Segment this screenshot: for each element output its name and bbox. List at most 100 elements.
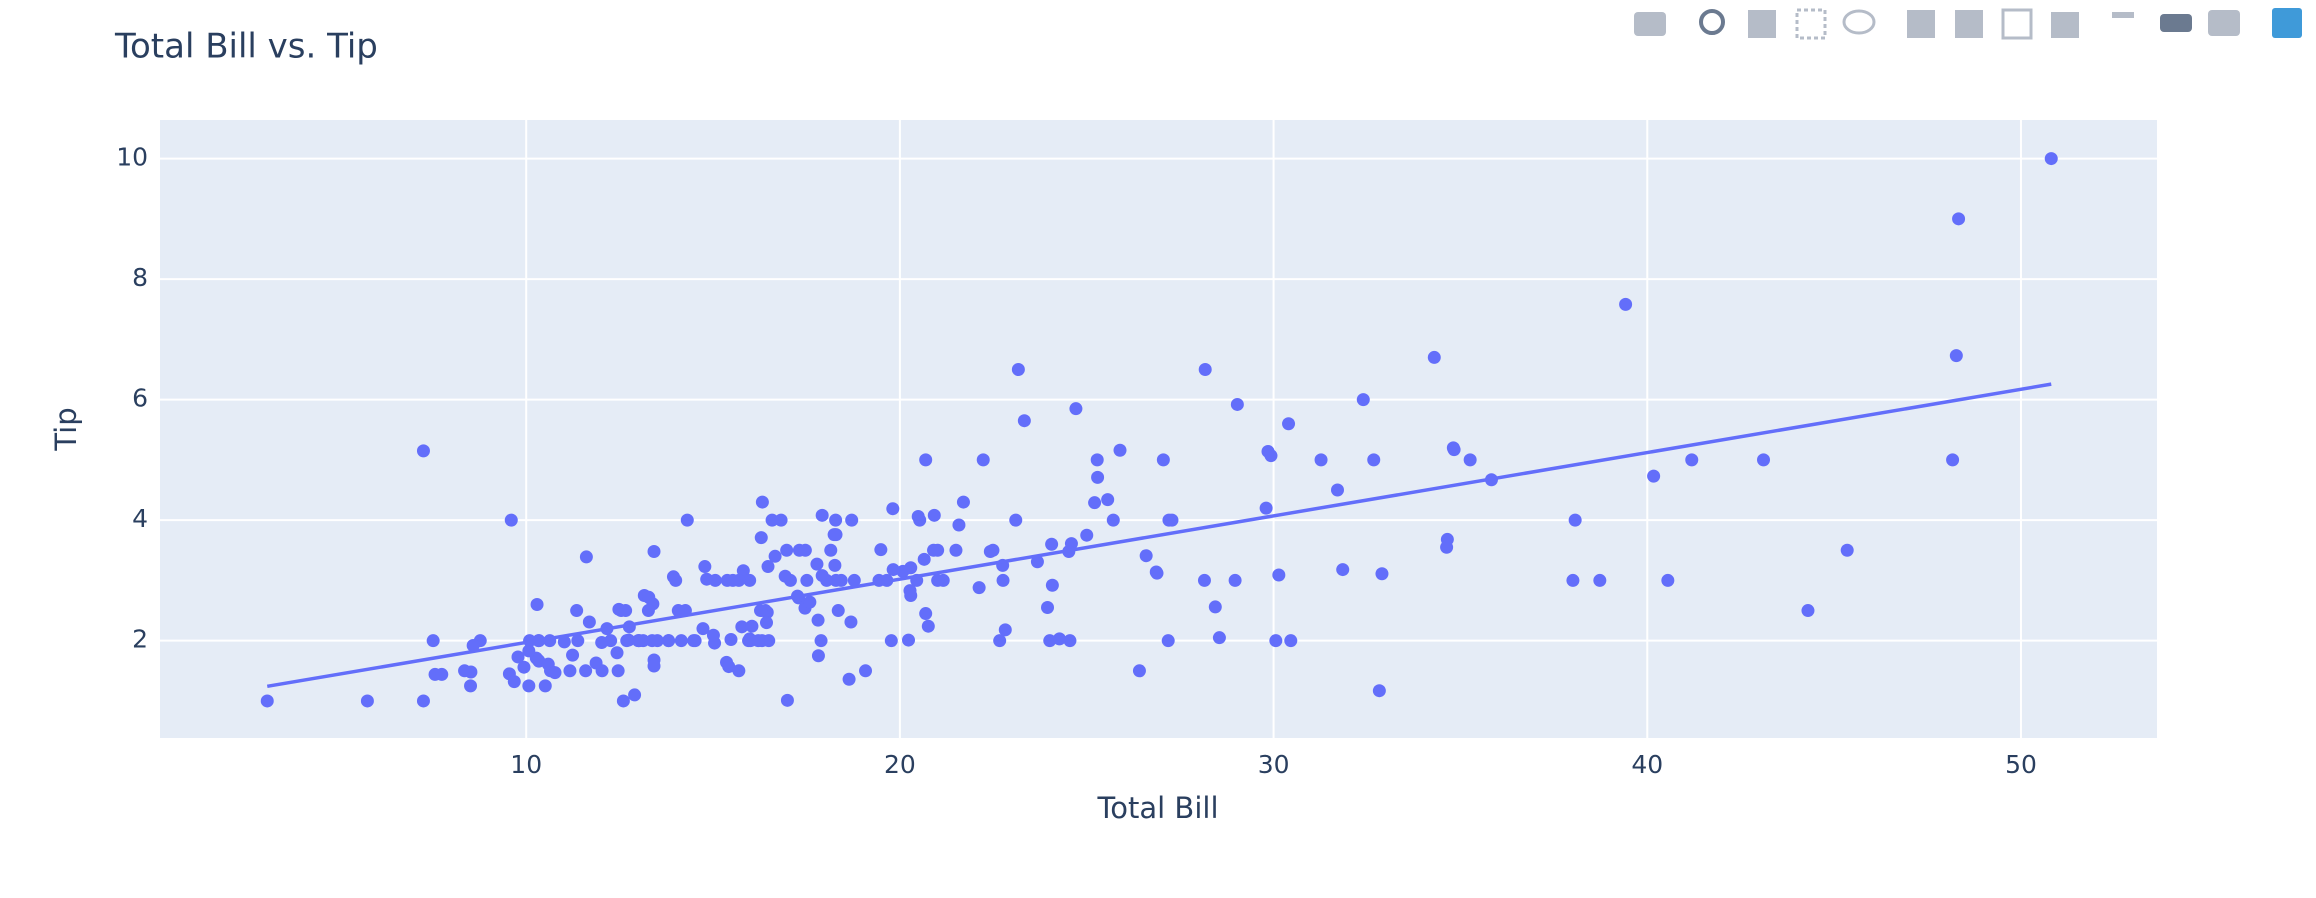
point bbox=[1156, 453, 1170, 467]
point bbox=[1330, 483, 1344, 497]
point bbox=[976, 453, 990, 467]
point bbox=[622, 633, 636, 647]
point bbox=[828, 558, 842, 572]
point bbox=[1198, 362, 1212, 376]
autoscale-button[interactable] bbox=[2001, 8, 2033, 40]
point bbox=[1269, 634, 1283, 648]
point bbox=[548, 666, 562, 680]
point bbox=[1090, 453, 1104, 467]
point bbox=[1063, 634, 1077, 648]
reset-button[interactable] bbox=[2051, 12, 2079, 38]
point bbox=[952, 518, 966, 532]
point bbox=[628, 688, 642, 702]
point bbox=[842, 672, 856, 686]
point bbox=[1661, 573, 1675, 587]
point bbox=[844, 615, 858, 629]
point bbox=[874, 543, 888, 557]
point bbox=[1314, 453, 1328, 467]
point bbox=[671, 604, 685, 618]
point bbox=[650, 634, 664, 648]
point bbox=[1367, 453, 1381, 467]
pan-button[interactable] bbox=[1748, 10, 1776, 38]
point bbox=[1757, 453, 1771, 467]
point bbox=[669, 573, 683, 587]
point bbox=[2044, 152, 2058, 166]
plotly-logo[interactable] bbox=[2272, 8, 2302, 38]
point bbox=[726, 573, 740, 587]
trendline bbox=[266, 382, 2052, 689]
point bbox=[642, 590, 656, 604]
point bbox=[570, 604, 584, 618]
point bbox=[1840, 543, 1854, 557]
point bbox=[1447, 443, 1461, 457]
point bbox=[824, 543, 838, 557]
point bbox=[464, 679, 478, 693]
point bbox=[745, 619, 759, 633]
point bbox=[619, 604, 633, 618]
select-button[interactable] bbox=[1795, 8, 1827, 40]
point bbox=[647, 544, 661, 558]
point bbox=[931, 573, 945, 587]
point bbox=[827, 528, 841, 542]
point bbox=[759, 616, 773, 630]
zoom-out-button[interactable] bbox=[1955, 10, 1983, 38]
point bbox=[458, 664, 472, 678]
zoom-in-button[interactable] bbox=[1907, 10, 1935, 38]
zoom-button[interactable] bbox=[1699, 9, 1725, 35]
y-tick-label: 10 bbox=[116, 143, 148, 172]
point bbox=[927, 543, 941, 557]
point bbox=[530, 598, 544, 612]
point bbox=[754, 604, 768, 618]
point bbox=[1230, 397, 1244, 411]
point bbox=[755, 495, 769, 509]
point bbox=[680, 513, 694, 527]
modebar bbox=[1634, 8, 2302, 40]
point bbox=[919, 607, 933, 621]
point bbox=[949, 543, 963, 557]
y-tick-label: 6 bbox=[132, 384, 148, 413]
point bbox=[751, 634, 765, 648]
point bbox=[522, 679, 536, 693]
point bbox=[1132, 664, 1146, 678]
camera-button[interactable] bbox=[1634, 12, 1666, 36]
point bbox=[1440, 532, 1454, 546]
grid bbox=[160, 120, 2157, 738]
point bbox=[998, 623, 1012, 637]
point bbox=[1088, 496, 1102, 510]
point bbox=[538, 679, 552, 693]
point bbox=[811, 649, 825, 663]
point bbox=[696, 622, 710, 636]
point bbox=[571, 634, 585, 648]
point bbox=[768, 549, 782, 563]
point bbox=[611, 664, 625, 678]
spike-button[interactable] bbox=[2112, 12, 2134, 18]
point bbox=[557, 635, 571, 649]
point bbox=[829, 573, 843, 587]
lasso-button[interactable] bbox=[1842, 9, 1876, 35]
point bbox=[582, 615, 596, 629]
point bbox=[662, 634, 676, 648]
point bbox=[1069, 402, 1083, 416]
point bbox=[774, 513, 788, 527]
point bbox=[610, 646, 624, 660]
hover-compare-button[interactable] bbox=[2208, 10, 2240, 36]
x-tick-label: 20 bbox=[884, 750, 916, 779]
point bbox=[815, 569, 829, 583]
point bbox=[919, 453, 933, 467]
y-tick-label: 8 bbox=[132, 263, 148, 292]
point bbox=[815, 508, 829, 522]
point bbox=[1208, 600, 1222, 614]
point bbox=[1212, 631, 1226, 645]
point bbox=[1228, 573, 1242, 587]
plot-area bbox=[160, 120, 2157, 738]
y-tick-label: 4 bbox=[132, 504, 148, 533]
point bbox=[780, 693, 794, 707]
hover-closest-button[interactable] bbox=[2160, 14, 2192, 32]
point bbox=[1685, 453, 1699, 467]
point bbox=[589, 656, 603, 670]
point bbox=[845, 513, 859, 527]
point bbox=[517, 660, 531, 674]
point bbox=[604, 634, 618, 648]
point bbox=[783, 573, 797, 587]
